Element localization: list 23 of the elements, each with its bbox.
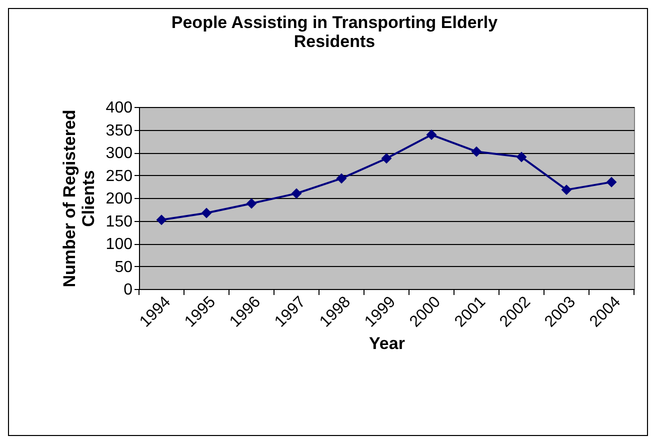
y-tick-label: 300 <box>106 145 133 162</box>
point <box>561 184 572 196</box>
y-tick-label: 50 <box>114 258 133 276</box>
y-tick-label: 200 <box>106 190 133 208</box>
point <box>291 188 302 199</box>
point <box>336 173 347 184</box>
point <box>516 152 527 162</box>
y-tick-label: 150 <box>106 213 133 230</box>
point <box>381 153 392 164</box>
point <box>471 146 482 157</box>
y-tick-label: 400 <box>106 100 133 116</box>
point <box>606 176 617 188</box>
x-axis-title: Year <box>369 334 406 353</box>
y-tick-label: 350 <box>106 122 133 140</box>
y-tick-label: 0 <box>124 282 133 298</box>
y-tick-label: 250 <box>106 168 133 185</box>
point <box>426 130 437 140</box>
chart-title: People Assisting in Transporting Elderly Residents <box>171 13 498 51</box>
y-tick-label: 100 <box>106 236 133 253</box>
y-axis-title: Number of Registered Clients <box>60 110 98 288</box>
point <box>156 214 167 226</box>
point <box>246 198 257 209</box>
point <box>201 208 212 218</box>
